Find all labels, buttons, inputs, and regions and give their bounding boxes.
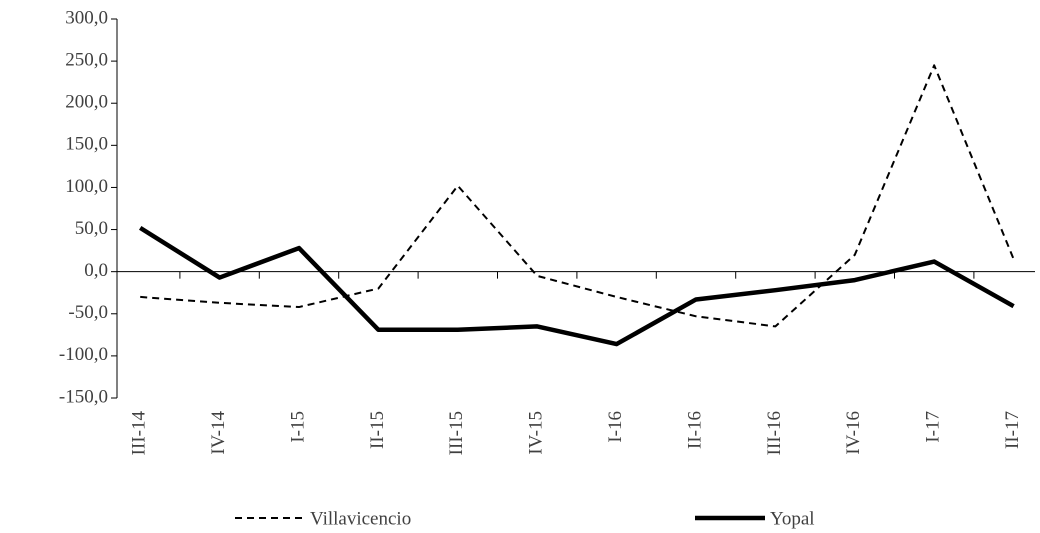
series-line [139,225,1015,347]
y-tick-label: 50,0 [75,218,108,239]
y-tick-label: -100,0 [59,344,108,365]
y-tick-label: 100,0 [65,176,108,197]
x-tick-label: IV-14 [208,411,229,455]
x-tick-label: III-14 [129,411,150,456]
y-tick-label: -150,0 [59,386,108,407]
y-tick-label: 250,0 [65,49,108,70]
y-tick-label: 150,0 [65,134,108,155]
legend-label: Yopal [770,508,815,529]
x-tick-label: III-16 [764,411,785,455]
x-tick-label: I-17 [923,411,944,443]
series-line [140,64,1015,328]
y-tick-label: 0,0 [84,260,108,281]
y-tick-label: 200,0 [65,92,108,113]
x-tick-label: II-17 [1002,411,1023,449]
x-tick-label: II-16 [684,411,705,449]
y-tick-label: -50,0 [68,302,108,323]
x-tick-label: III-15 [446,411,467,455]
x-tick-label: IV-15 [526,411,547,455]
y-tick-label: 300,0 [65,7,108,28]
x-tick-label: I-15 [287,411,308,443]
x-tick-label: I-16 [605,411,626,443]
x-tick-label: II-15 [367,411,388,449]
x-tick-label: IV-16 [843,411,864,455]
legend-label: Villavicencio [310,508,411,529]
